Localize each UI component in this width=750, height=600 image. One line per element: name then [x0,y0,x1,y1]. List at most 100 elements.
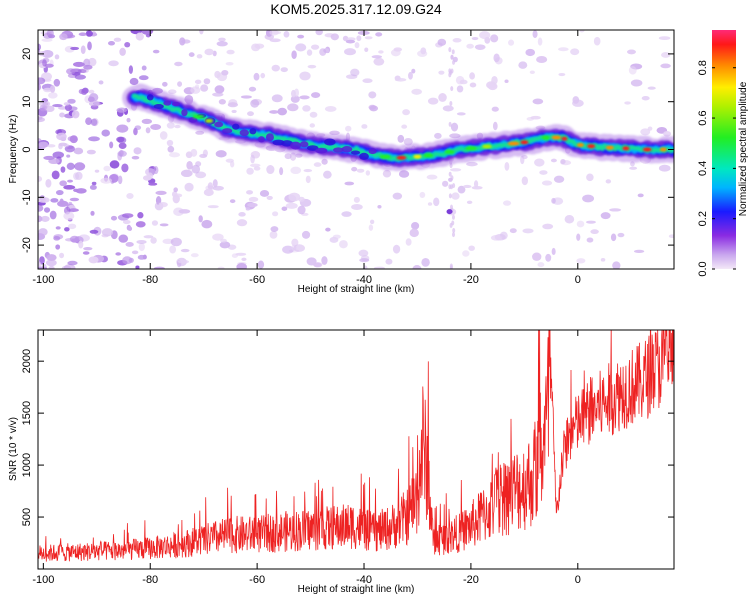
spectrogram-noise-blob [377,205,382,209]
spectrogram-noise-blob [450,122,459,132]
snr-ytick-label: 2000 [21,349,33,373]
spectrogram-noise-blob [153,266,165,269]
spectrogram-noise-blob [53,78,61,87]
spectrogram-noise-blob [90,118,98,126]
spectrogram-noise-blob [309,123,315,128]
spectrogram-noise-blob [260,72,266,79]
spectrogram-noise-blob [421,258,430,267]
spectrogram-noise-blob [448,193,452,199]
spectrogram-noise-blob [462,184,472,189]
spectrogram-noise-blob [179,37,186,46]
spectrogram-ridge-knot [350,150,361,155]
spectrogram-noise-blob [110,215,118,221]
spectrogram-noise-blob [40,197,47,203]
spectrogram-noise-blob [382,169,392,178]
spectrogram-noise-blob [141,30,154,35]
spectrogram-noise-blob [236,262,247,269]
spectrogram-noise-blob [107,41,116,46]
spectrogram-noise-blob [310,92,321,98]
spectrogram-noise-blob [73,172,80,180]
spectrogram-noise-blob [392,244,401,254]
spectrogram-noise-blob [55,244,61,250]
spectrogram-noise-blob [390,49,401,57]
spectrogram-noise-blob [195,171,207,179]
snr-series-line [38,330,674,562]
spectrogram-noise-blob [448,121,452,127]
spectrogram-xtick-label: -80 [142,274,158,286]
spectrogram-noise-blob [291,50,297,60]
spectrogram-noise-blob [315,30,323,36]
spectrogram-noise-blob [551,247,556,256]
spectrogram-noise-blob [452,232,456,238]
spectrogram-noise-blob [451,49,455,55]
spectrogram-noise-blob [180,248,190,253]
spectrogram-noise-blob [121,163,129,173]
spectrogram-noise-blob [572,99,584,107]
spectrogram-noise-blob [451,220,455,226]
spectrogram-noise-blob [226,49,235,55]
spectrogram-noise-blob [397,134,405,143]
spectrogram-ridge-core [659,147,667,152]
spectrogram-noise-blob [529,70,535,75]
snr-xtick-label: -100 [32,574,54,586]
spectrogram-noise-blob [640,128,651,136]
spectrogram-noise-blob [38,116,43,121]
spectrogram-noise-blob [66,162,75,170]
spectrogram-noise-blob [471,185,483,190]
spectrogram-noise-blob [442,180,449,187]
spectrogram-ytick-label: 20 [21,48,33,60]
spectrogram-noise-blob [448,47,452,53]
spectrogram-noise-blob [250,99,260,108]
spectrogram-ridge-knot [299,141,309,148]
spectrogram-noise-blob [593,36,601,46]
spectrogram-noise-blob [148,182,158,186]
colorbar-ticks: 0.0 0.2 0.4 0.6 0.8 [697,60,736,277]
spectrogram-noise-blob [351,203,363,211]
spectrogram-noise-blob [45,179,52,188]
spectrogram-noise-blob [257,260,265,269]
spectrogram-noise-blob [55,189,64,196]
spectrogram-noise-blob [502,200,512,206]
spectrogram-noise-blob [504,79,509,84]
spectrogram-noise-blob [466,43,474,49]
spectrogram-noise-blob [490,234,503,241]
spectrogram-noise-blob [49,210,57,220]
spectrogram-noise-blob [155,190,167,196]
spectrogram-noise-blob [59,112,65,118]
spectrogram-noise-blob [248,86,257,92]
colorbar-gradient [712,30,736,269]
spectrogram-noise-blob [668,234,674,239]
spectrogram-ridge-knot [181,109,188,117]
spectrogram-ridge-knot [281,140,293,147]
spectrogram-noise-blob [269,110,279,114]
spectrogram-noise-blob [287,103,299,112]
spectrogram-noise-blob [394,75,401,81]
spectrogram-noise-blob [103,165,111,172]
spectrogram-noise-blob [313,262,323,268]
colorbar-tick-label: 0.0 [697,261,709,276]
spectrogram-noise-blob [43,207,51,213]
spectrogram-noise-blob [89,184,97,190]
spectrogram-noise-blob [449,204,453,210]
spectrogram-noise-blob [450,86,454,92]
spectrogram-noise-blob [358,249,369,257]
spectrogram-noise-blob [550,158,557,163]
spectrogram-noise-blob [219,241,231,249]
spectrogram-noise-blob [266,165,275,175]
spectrogram-noise-blob [135,265,140,269]
spectrogram-noise-blob [450,54,454,60]
spectrogram-noise-blob [541,180,553,186]
spectrogram-noise-blob [605,179,612,184]
spectrogram-noise-blob [539,170,548,175]
spectrogram-noise-blob [450,175,454,181]
spectrogram-noise-blob [143,235,154,239]
spectrogram-noise-blob [90,210,95,216]
spectrogram-noise-blob [88,256,99,264]
spectrogram-noise-blob [323,170,332,179]
spectrogram-noise-blob [628,66,637,75]
snr-xlabel: Height of straight line (km) [298,584,415,595]
spectrogram-noise-blob [38,215,43,223]
spectrogram-noise-blob [159,223,169,227]
spectrogram-noise-blob [586,173,594,182]
